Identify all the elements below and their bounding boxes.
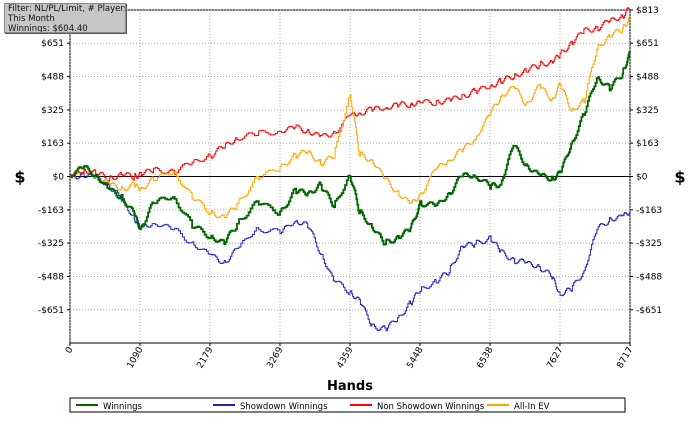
legend-label: Non Showdown Winnings: [377, 402, 485, 412]
y-tick-label-right: -$163: [636, 206, 662, 216]
y-tick-label-left: $163: [41, 139, 64, 149]
legend-label: All-In EV: [514, 402, 550, 412]
y-tick-label-right: -$325: [636, 239, 662, 249]
y-tick-label-left: $651: [41, 39, 64, 49]
x-tick-label: 7627: [545, 346, 565, 371]
series-line: [70, 16, 631, 219]
series-line: [70, 7, 631, 183]
x-tick-label: 2179: [195, 345, 215, 370]
legend-label: Showdown Winnings: [240, 402, 328, 412]
x-tick-label: 6538: [476, 345, 496, 370]
y-tick-label-right: $325: [636, 106, 659, 116]
filter-info-box: Filter: NL/PL/Limit, # Players This Mont…: [4, 3, 126, 33]
x-tick-label: 3269: [265, 345, 285, 370]
y-tick-label-right: $163: [636, 139, 659, 149]
winnings-line: Winnings: $604.40: [8, 24, 88, 33]
x-axis-title: Hands: [327, 379, 373, 394]
legend-box: [69, 397, 626, 413]
y-tick-label-left: $325: [41, 106, 64, 116]
y-tick-label-left: $0: [53, 173, 65, 183]
x-tick-label: 1090: [126, 345, 146, 370]
y-tick-label-right: $651: [636, 39, 659, 49]
y-tick-label-right: $488: [636, 73, 659, 83]
y-tick-label-left: -$325: [38, 239, 64, 249]
x-tick-label: 5448: [405, 345, 425, 370]
y-tick-label-left: -$651: [38, 306, 64, 316]
y-tick-label-right: $0: [636, 173, 648, 183]
y-tick-label-left: $488: [41, 73, 64, 83]
legend-label: Winnings: [103, 402, 142, 412]
filter-line: Filter: NL/PL/Limit, # Players: [8, 4, 126, 14]
y-tick-label-right: -$651: [636, 306, 662, 316]
y-axis-title-left: $: [14, 168, 25, 187]
series-line: [70, 171, 631, 332]
y-tick-label-right: -$488: [636, 272, 662, 282]
y-tick-label-left: -$488: [38, 272, 64, 282]
y-tick-label-right: $813: [636, 6, 659, 16]
y-tick-label-left: -$163: [38, 206, 64, 216]
series-line: [70, 51, 631, 246]
x-tick-label: 8717: [615, 346, 635, 371]
x-tick-label: 4359: [336, 345, 356, 370]
period-line: This Month: [8, 14, 55, 24]
y-axis-title-right: $: [674, 168, 685, 187]
x-tick-label: 0: [64, 345, 76, 355]
